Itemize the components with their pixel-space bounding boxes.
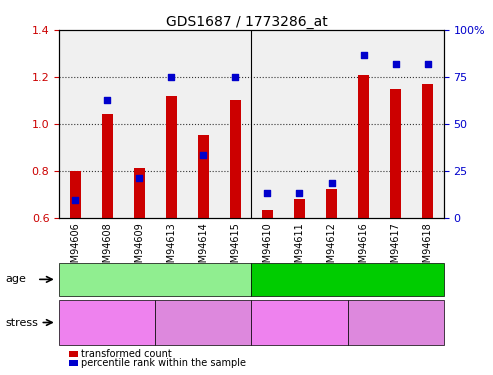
Bar <box>326 189 337 217</box>
Text: stress: stress <box>5 318 38 327</box>
Bar <box>390 88 401 218</box>
Text: control: control <box>92 318 123 327</box>
Point <box>423 61 432 67</box>
Bar <box>102 114 113 218</box>
Bar <box>70 171 81 217</box>
Text: age: age <box>5 274 26 284</box>
Point <box>167 74 176 80</box>
Text: percentile rank within the sample: percentile rank within the sample <box>81 358 246 368</box>
Text: 25th generation: 25th generation <box>303 274 392 284</box>
Point <box>295 190 303 196</box>
Bar <box>294 199 305 217</box>
Point <box>263 190 271 196</box>
Point <box>199 152 207 158</box>
Text: transformed count: transformed count <box>81 349 172 359</box>
Text: GDS1687 / 1773286_at: GDS1687 / 1773286_at <box>166 15 327 29</box>
Text: 5th generation: 5th generation <box>114 274 197 284</box>
Bar <box>230 100 241 218</box>
Point <box>359 52 367 58</box>
Text: low-shear modeled
microgravity: low-shear modeled microgravity <box>160 313 246 332</box>
Bar <box>198 135 209 218</box>
Bar <box>422 84 433 218</box>
Point <box>71 197 79 203</box>
Text: control: control <box>284 318 315 327</box>
Bar <box>166 96 177 218</box>
Bar <box>262 210 273 218</box>
Bar <box>134 168 145 217</box>
Bar <box>358 75 369 217</box>
Point <box>231 74 239 80</box>
Point <box>135 175 143 181</box>
Point <box>327 180 335 186</box>
Point <box>103 98 111 104</box>
Point <box>391 61 399 67</box>
Text: low-shear modeled
microgravity: low-shear modeled microgravity <box>352 313 439 332</box>
